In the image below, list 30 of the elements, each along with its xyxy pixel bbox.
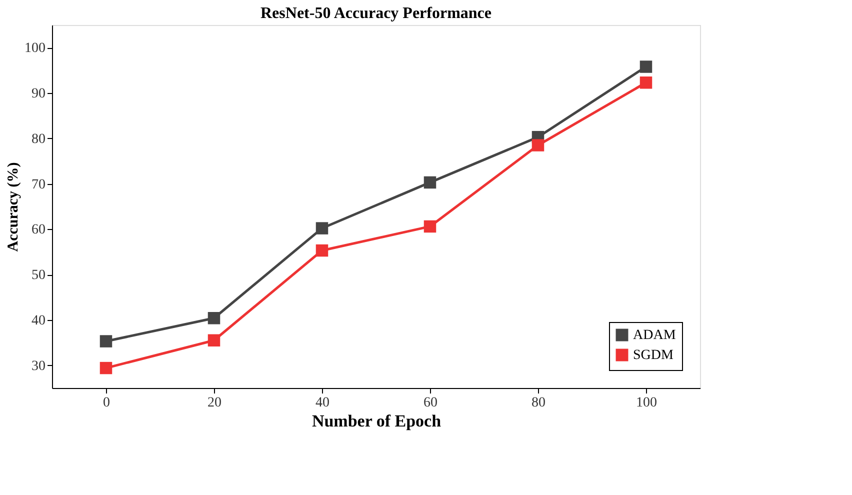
y-tick-label: 50	[32, 268, 46, 284]
y-tick-label: 60	[32, 222, 46, 238]
point	[316, 244, 328, 257]
y-tick-label: 100	[24, 41, 46, 56]
x-tick-label: 20	[208, 396, 222, 410]
y-axis-title: Accuracy (%)	[6, 162, 22, 252]
x-tick-label: 80	[532, 396, 546, 410]
point	[100, 362, 112, 374]
y-tick-label: 40	[32, 313, 46, 328]
legend-label: SGDM	[633, 348, 674, 363]
chart-title: ResNet-50 Accuracy Performance	[260, 5, 492, 22]
point	[640, 76, 652, 89]
x-tick-label: 0	[103, 396, 110, 410]
point	[424, 220, 436, 233]
x-tick-label: 60	[424, 396, 438, 410]
legend-label: ADAM	[633, 328, 676, 343]
y-tick-label: 90	[32, 86, 46, 102]
point	[316, 222, 328, 234]
x-tick-label: 40	[316, 396, 330, 410]
point	[532, 139, 544, 152]
x-axis-title: Number of Epoch	[312, 412, 442, 430]
point	[208, 334, 220, 346]
y-tick-label: 30	[32, 358, 46, 374]
x-tick-label: 100	[636, 396, 657, 410]
point	[100, 335, 112, 348]
y-tick-label: 80	[32, 132, 46, 147]
point	[208, 312, 220, 324]
point	[640, 60, 652, 73]
point	[424, 176, 436, 189]
y-tick-label: 70	[32, 177, 46, 192]
